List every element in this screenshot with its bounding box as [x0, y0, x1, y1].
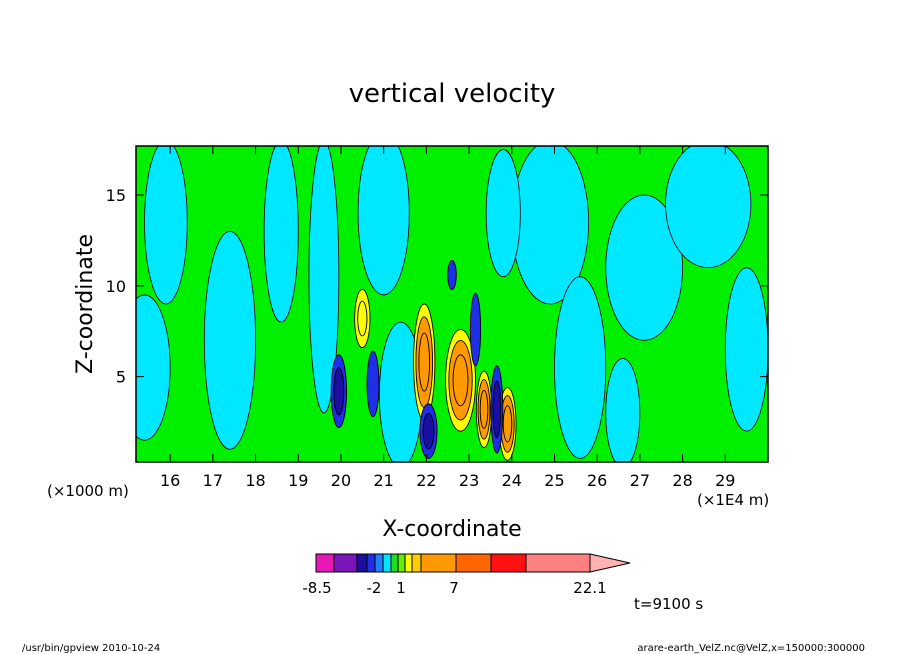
x-tick-label: 29	[715, 471, 735, 490]
colorbar-segment	[411, 553, 422, 573]
plot-area	[136, 146, 768, 462]
program-footer: /usr/bin/gpview 2010-10-24	[22, 643, 160, 654]
x-axis-label: X-coordinate	[382, 517, 521, 542]
x-tick-label: 27	[630, 471, 650, 490]
x-tick-label: 21	[373, 471, 393, 490]
x-tick-label: 17	[203, 471, 223, 490]
x-tick-label: 23	[459, 471, 479, 490]
x-tick-label: 24	[502, 471, 522, 490]
y-axis-ticks: 5 10 15	[106, 186, 768, 387]
x-tick-label: 25	[544, 471, 564, 490]
colorbar	[315, 553, 631, 573]
updraft-core	[357, 300, 368, 337]
field-band	[308, 146, 340, 414]
y-tick-label: 5	[116, 368, 126, 387]
colorbar-label: 7	[449, 579, 459, 597]
field-band	[724, 267, 768, 432]
colorbar-segment	[333, 553, 358, 573]
x-tick-label: 19	[288, 471, 308, 490]
time-label: t=9100 s	[634, 595, 703, 613]
updraft-core	[418, 332, 431, 392]
field-band	[144, 146, 188, 305]
colorbar-segment	[315, 553, 335, 573]
x-tick-label: 20	[331, 471, 351, 490]
source-footer: arare-earth_VelZ.nc@VelZ,x=150000:300000	[637, 643, 865, 654]
downdraft-core	[469, 292, 482, 367]
x-unit-right: (×1E4 m)	[697, 491, 769, 509]
colorbar-segment	[374, 553, 384, 573]
updraft-core	[452, 354, 469, 407]
x-tick-label: 16	[160, 471, 180, 490]
colorbar-segment	[390, 553, 399, 573]
colorbar-labels: -8.5 -2 1 7 22.1	[302, 579, 606, 597]
x-axis-ticks: 16 17 18 19 20 21 22 23 24 25 26 27 28 29	[160, 146, 735, 490]
colorbar-segment	[366, 553, 376, 573]
colorbar-segment	[356, 553, 368, 573]
field-band	[605, 358, 641, 462]
colorbar-segment	[404, 553, 413, 573]
field-band	[665, 146, 752, 269]
updraft-core	[479, 389, 489, 429]
y-tick-label: 10	[106, 277, 126, 296]
updraft-core	[502, 405, 513, 443]
field-band	[605, 194, 683, 341]
colorbar-segment	[525, 553, 591, 573]
field-band	[263, 146, 299, 323]
x-tick-label: 22	[416, 471, 436, 490]
colorbar-extension	[589, 553, 631, 573]
colorbar-label: -8.5	[302, 579, 331, 597]
field-band	[203, 230, 256, 450]
y-tick-label: 15	[106, 186, 126, 205]
colorbar-label: -2	[367, 579, 382, 597]
field-band	[554, 276, 607, 459]
downdraft-core	[492, 380, 502, 439]
downdraft-core	[447, 259, 457, 290]
chart-title: vertical velocity	[349, 79, 556, 109]
y-axis-label: Z-coordinate	[73, 234, 98, 374]
velocity-features	[330, 259, 517, 461]
x-tick-label: 26	[587, 471, 607, 490]
plot-frame	[135, 145, 769, 463]
colorbar-segment	[382, 553, 392, 573]
x-tick-label: 28	[672, 471, 692, 490]
x-unit-left: (×1000 m)	[47, 482, 129, 500]
field-band	[485, 149, 521, 278]
downdraft-core	[422, 412, 435, 450]
colorbar-segment	[420, 553, 457, 573]
colorbar-label: 22.1	[573, 579, 606, 597]
field-bands	[136, 146, 768, 462]
field-band	[136, 294, 171, 441]
downdraft-core	[366, 350, 380, 418]
colorbar-label: 1	[396, 579, 406, 597]
colorbar-segment	[490, 553, 527, 573]
colorbar-segment	[397, 553, 406, 573]
x-tick-label: 18	[245, 471, 265, 490]
colorbar-segment	[455, 553, 492, 573]
downdraft-core	[333, 367, 345, 416]
field-band	[357, 146, 410, 296]
